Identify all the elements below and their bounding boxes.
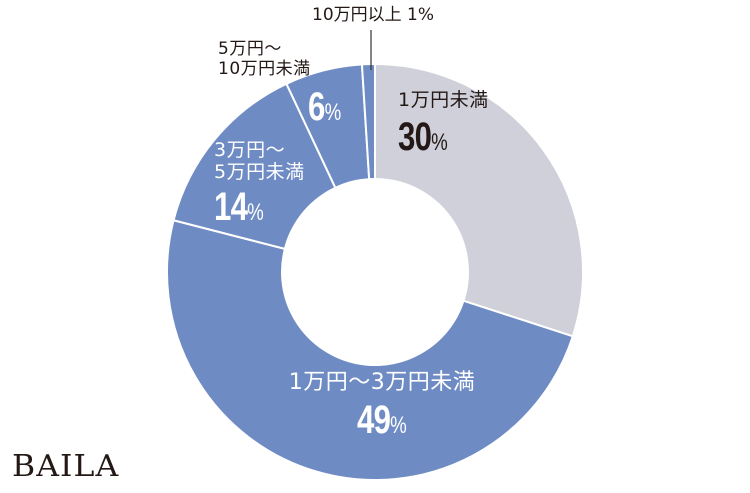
label-r10k-30k: 1万円〜3万円未満 49%	[264, 370, 500, 443]
label-over100k-text: 10万円以上 1%	[312, 5, 435, 25]
label-r50k-100k-category: 5万円〜 10万円未満	[218, 39, 311, 79]
pct-r30k-50k-sign: %	[247, 198, 264, 226]
label-r50k-100k-line2: 10万円未満	[218, 58, 311, 79]
pct-r10k-30k-num: 49	[357, 398, 391, 443]
label-r50k-100k-value: 6%	[308, 84, 351, 130]
pct-under10k-num: 30	[398, 114, 432, 159]
label-r30k-50k-line1: 3万円〜	[214, 139, 286, 161]
label-r50k-100k-line1: 5万円〜	[218, 39, 282, 59]
label-under10k-category: 1万円未満	[398, 89, 489, 111]
label-r10k-30k-category: 1万円〜3万円未満	[288, 370, 476, 395]
pct-r50k-100k-sign: %	[324, 99, 342, 126]
pct-r10k-30k: 49%	[357, 397, 407, 443]
pct-under10k: 30%	[398, 114, 448, 160]
pct-r10k-30k-sign: %	[390, 412, 407, 440]
pct-under10k-sign: %	[431, 128, 448, 156]
baila-logo: BAILA	[12, 449, 120, 484]
pct-r30k-50k-num: 14	[214, 184, 248, 229]
donut-hole	[281, 178, 469, 366]
label-over100k: 10万円以上 1%	[312, 5, 435, 26]
pct-r50k-100k-num: 6	[308, 85, 325, 129]
label-under10k: 1万円未満 30%	[398, 89, 489, 160]
label-r30k-50k: 3万円〜 5万円未満 14%	[214, 139, 305, 230]
pct-r30k-50k: 14%	[214, 184, 264, 230]
pct-r50k-100k: 6%	[308, 84, 341, 130]
label-r30k-50k-line2: 5万円未満	[214, 160, 305, 183]
